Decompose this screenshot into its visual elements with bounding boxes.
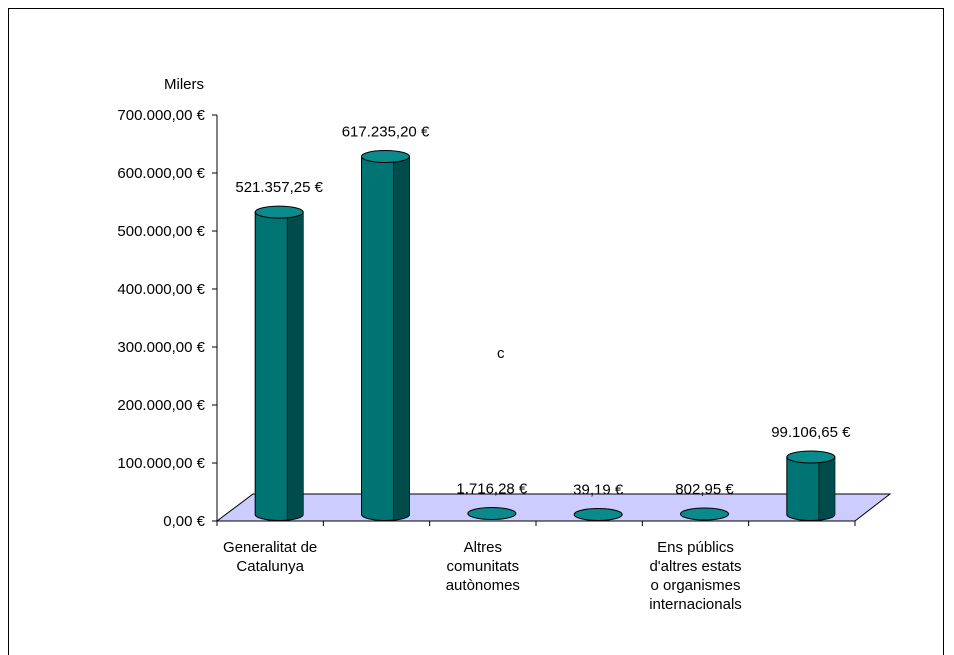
bar: [786, 450, 836, 521]
bar-value-label: 802,95 €: [675, 481, 734, 498]
bar-value-label: 39,19 €: [573, 481, 624, 498]
bar-top: [573, 507, 623, 521]
y-tick-label: 600.000,00 €: [117, 165, 205, 182]
chart-annotation: c: [497, 345, 505, 362]
y-tick-label: 300.000,00 €: [117, 339, 205, 356]
y-tick-label: 400.000,00 €: [117, 281, 205, 298]
bar-value-label: 1.716,28 €: [456, 481, 528, 498]
bar: [680, 507, 729, 521]
y-tick-label: 100.000,00 €: [117, 455, 205, 472]
bar-top: [467, 507, 517, 521]
bar-top: [786, 450, 836, 464]
bar-top: [254, 205, 304, 219]
bar-shade: [393, 156, 410, 520]
x-category-label: Ens públics d'altres estats o organismes in…: [649, 539, 742, 613]
bar: [361, 150, 410, 521]
y-tick-label: 700.000,00 €: [117, 107, 205, 124]
bar-shade: [287, 212, 304, 520]
bar: [573, 507, 623, 521]
bar: [254, 205, 304, 521]
bar-top: [361, 150, 410, 164]
bar-shade: [818, 457, 835, 520]
y-axis-unit-label: Milers: [164, 76, 204, 93]
bar-value-label: 521.357,25 €: [235, 179, 323, 196]
y-tick-label: 200.000,00 €: [117, 397, 205, 414]
chart-frame: [8, 8, 944, 655]
x-category-label: Generalitat de Catalunya: [223, 539, 317, 575]
y-tick-label: 0,00 €: [163, 513, 205, 530]
bar-top: [680, 507, 729, 521]
bar: [467, 507, 517, 521]
bar-value-label: 617.235,20 €: [342, 124, 430, 141]
bar-value-label: 99.106,65 €: [771, 424, 851, 441]
x-category-label: Altres comunitats autònomes: [446, 539, 520, 594]
y-tick-label: 500.000,00 €: [117, 223, 205, 240]
